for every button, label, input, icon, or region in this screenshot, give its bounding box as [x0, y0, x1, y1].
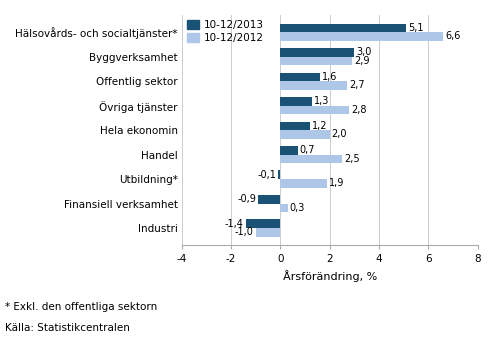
Text: 2,7: 2,7 — [349, 80, 365, 90]
Text: 2,9: 2,9 — [354, 56, 370, 66]
Bar — [280, 24, 406, 32]
Bar — [280, 57, 352, 65]
Bar — [280, 130, 330, 139]
Text: 6,6: 6,6 — [445, 31, 460, 41]
Text: 1,9: 1,9 — [329, 178, 345, 188]
Text: 2,0: 2,0 — [332, 129, 347, 139]
Bar — [280, 154, 342, 163]
Text: 2,8: 2,8 — [351, 105, 367, 115]
Text: 2,5: 2,5 — [344, 154, 360, 164]
Text: 5,1: 5,1 — [408, 23, 424, 33]
Text: 0,7: 0,7 — [300, 145, 315, 155]
Text: * Exkl. den offentliga sektorn: * Exkl. den offentliga sektorn — [5, 302, 157, 312]
Bar — [280, 121, 310, 130]
Bar — [280, 179, 327, 188]
Text: 3,0: 3,0 — [356, 47, 372, 57]
Bar — [280, 146, 298, 154]
Text: -0,9: -0,9 — [237, 194, 256, 204]
Text: 0,3: 0,3 — [290, 203, 305, 213]
Text: 1,2: 1,2 — [312, 121, 327, 131]
Bar — [258, 195, 280, 204]
Bar — [280, 73, 320, 81]
Text: -1,0: -1,0 — [235, 227, 253, 237]
Text: -1,4: -1,4 — [225, 219, 244, 229]
Text: 1,3: 1,3 — [314, 96, 330, 106]
Bar — [280, 32, 443, 41]
Text: -0,1: -0,1 — [257, 170, 276, 180]
Text: 1,6: 1,6 — [322, 72, 337, 82]
Bar — [246, 220, 280, 228]
Bar — [280, 204, 288, 212]
Bar — [278, 170, 280, 179]
Bar — [280, 106, 349, 114]
Bar — [255, 228, 280, 237]
Bar — [280, 97, 312, 106]
Text: Källa: Statistikcentralen: Källa: Statistikcentralen — [5, 323, 130, 333]
Bar — [280, 81, 347, 90]
Bar — [280, 48, 354, 57]
X-axis label: Årsförändring, %: Årsförändring, % — [283, 270, 377, 282]
Legend: 10-12/2013, 10-12/2012: 10-12/2013, 10-12/2012 — [187, 20, 263, 43]
